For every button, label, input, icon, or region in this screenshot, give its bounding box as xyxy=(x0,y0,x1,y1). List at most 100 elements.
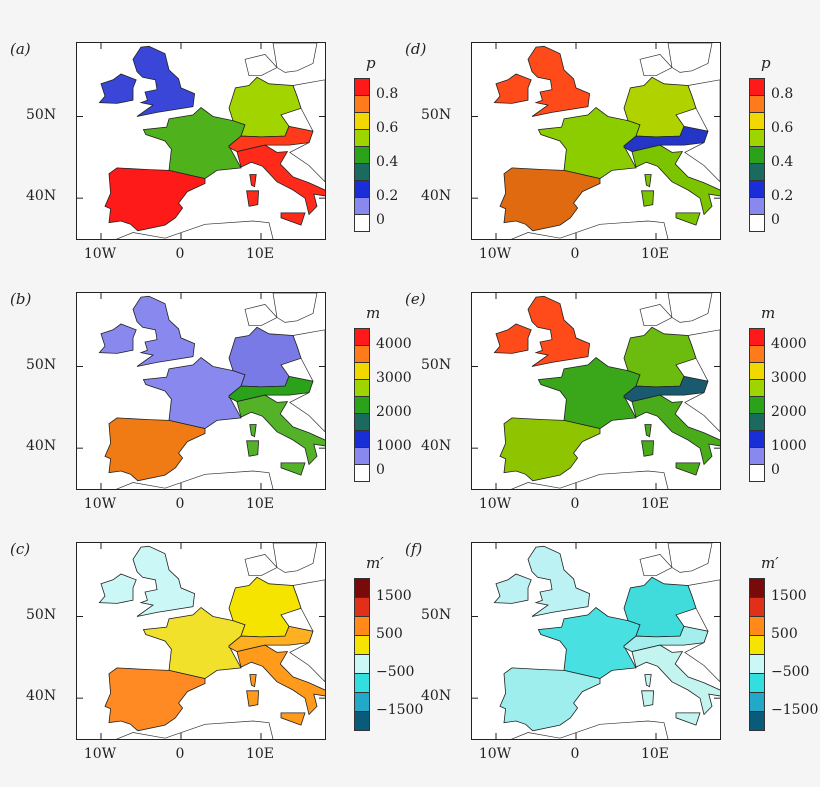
lon-label: 10E xyxy=(245,496,275,512)
lat-label: 50N xyxy=(421,356,452,373)
region-british-isles xyxy=(132,545,196,617)
colorbar-swatch xyxy=(354,345,370,363)
panel-label: (c) xyxy=(10,540,31,558)
colorbar-swatch xyxy=(749,413,765,431)
region-italy xyxy=(631,644,720,716)
colorbar-tick-label: 1500 xyxy=(376,588,412,604)
colorbar-swatch xyxy=(749,129,765,147)
colorbar: m′ 1500 500 −500 −1500 xyxy=(354,554,434,738)
lon-label: 10W xyxy=(83,496,117,512)
colorbar-tick-label: 0.8 xyxy=(771,86,794,102)
colorbar-swatch xyxy=(749,396,765,414)
map-svg xyxy=(77,43,325,239)
colorbar-swatch xyxy=(354,328,370,346)
colorbar-swatch xyxy=(749,345,765,363)
panel-a: (a) 50N 40N 10W 0 10E p 0.8 0.6 0.4 0.2 0 xyxy=(10,40,400,285)
region-british-isles xyxy=(527,45,591,117)
colorbar-tick-label: 2000 xyxy=(376,404,412,420)
colorbar: m 4000 3000 2000 1000 0 xyxy=(354,304,434,488)
colorbar-swatch xyxy=(354,464,370,482)
colorbar-tick-label: −1500 xyxy=(376,702,424,718)
region-iberia xyxy=(104,167,206,232)
colorbar-swatch xyxy=(749,362,765,380)
map-svg xyxy=(472,293,720,489)
region-british-isles xyxy=(132,45,196,117)
colorbar-tick-label: 0 xyxy=(376,212,385,228)
lat-label: 40N xyxy=(26,438,57,455)
colorbar-title: m′ xyxy=(366,554,384,572)
region-italy-3 xyxy=(249,174,257,188)
map-svg xyxy=(472,543,720,739)
colorbar-tick-label: 500 xyxy=(376,626,403,642)
region-france xyxy=(537,106,641,180)
region-british-isles-1 xyxy=(98,323,137,354)
colorbar-swatch xyxy=(749,180,765,198)
sweden-land xyxy=(667,543,713,573)
map xyxy=(76,292,326,490)
lon-label: 0 xyxy=(570,746,580,762)
map xyxy=(76,542,326,740)
lat-label: 50N xyxy=(26,356,57,373)
denmark-land xyxy=(244,54,278,77)
colorbar-title: p xyxy=(366,54,376,72)
north-africa-land xyxy=(511,220,669,239)
colorbar: m 4000 3000 2000 1000 0 xyxy=(749,304,820,488)
colorbar-tick-label: 4000 xyxy=(771,336,807,352)
colorbar-tick-label: 0.2 xyxy=(771,188,794,204)
colorbar-swatch xyxy=(354,673,370,693)
region-iberia xyxy=(499,667,601,732)
colorbar-tick-label: 0.8 xyxy=(376,86,399,102)
colorbar-tick-label: 0.2 xyxy=(376,188,399,204)
region-iberia xyxy=(104,417,206,482)
region-italy-2 xyxy=(246,440,260,457)
region-british-isles-1 xyxy=(98,73,137,104)
sweden-land xyxy=(667,293,713,323)
region-british-isles xyxy=(527,295,591,367)
colorbar-swatch xyxy=(749,379,765,397)
region-italy-3 xyxy=(644,424,652,438)
panel-label: (b) xyxy=(10,290,32,308)
colorbar-swatch xyxy=(354,180,370,198)
sweden-land xyxy=(272,43,318,73)
region-italy-2 xyxy=(641,440,655,457)
lon-label: 0 xyxy=(175,746,185,762)
colorbar-swatch xyxy=(354,163,370,181)
denmark-land xyxy=(244,554,278,577)
colorbar-swatch xyxy=(354,379,370,397)
lat-label: 50N xyxy=(26,606,57,623)
colorbar-tick-label: 2000 xyxy=(771,404,807,420)
colorbar-tick-label: 3000 xyxy=(376,370,412,386)
lat-label: 40N xyxy=(421,438,452,455)
region-italy xyxy=(236,144,325,216)
colorbar-swatch xyxy=(749,146,765,164)
region-italy-2 xyxy=(641,190,655,207)
colorbar-swatch xyxy=(354,430,370,448)
colorbar-swatch xyxy=(749,328,765,346)
colorbar-swatch xyxy=(749,95,765,113)
denmark-land xyxy=(244,304,278,327)
colorbar-tick-label: 500 xyxy=(771,626,798,642)
map xyxy=(76,42,326,240)
panel-d: (d) 50N 40N 10W 0 10E p 0.8 0.6 0.4 0.2 0 xyxy=(405,40,795,285)
region-italy xyxy=(236,644,325,716)
region-france xyxy=(537,606,641,680)
region-british-isles xyxy=(132,295,196,367)
region-italy-1 xyxy=(675,462,701,476)
lon-label: 10E xyxy=(245,246,275,262)
lat-label: 50N xyxy=(421,606,452,623)
colorbar-swatch xyxy=(749,78,765,96)
lon-label: 10E xyxy=(640,746,670,762)
map xyxy=(471,42,721,240)
lat-label: 40N xyxy=(421,188,452,205)
panel-c: (c) 50N 40N 10W 0 10E m′ 1500 500 −500 −1500 xyxy=(10,540,423,785)
region-italy-3 xyxy=(249,674,257,688)
region-british-isles-1 xyxy=(98,573,137,604)
region-germany xyxy=(228,326,302,388)
map-svg xyxy=(77,543,325,739)
lon-label: 10W xyxy=(478,246,512,262)
colorbar-title: m xyxy=(366,304,381,322)
lat-label: 40N xyxy=(26,688,57,705)
lon-label: 10E xyxy=(640,246,670,262)
colorbar-swatch xyxy=(354,447,370,465)
colorbar-tick-label: 1500 xyxy=(771,588,807,604)
